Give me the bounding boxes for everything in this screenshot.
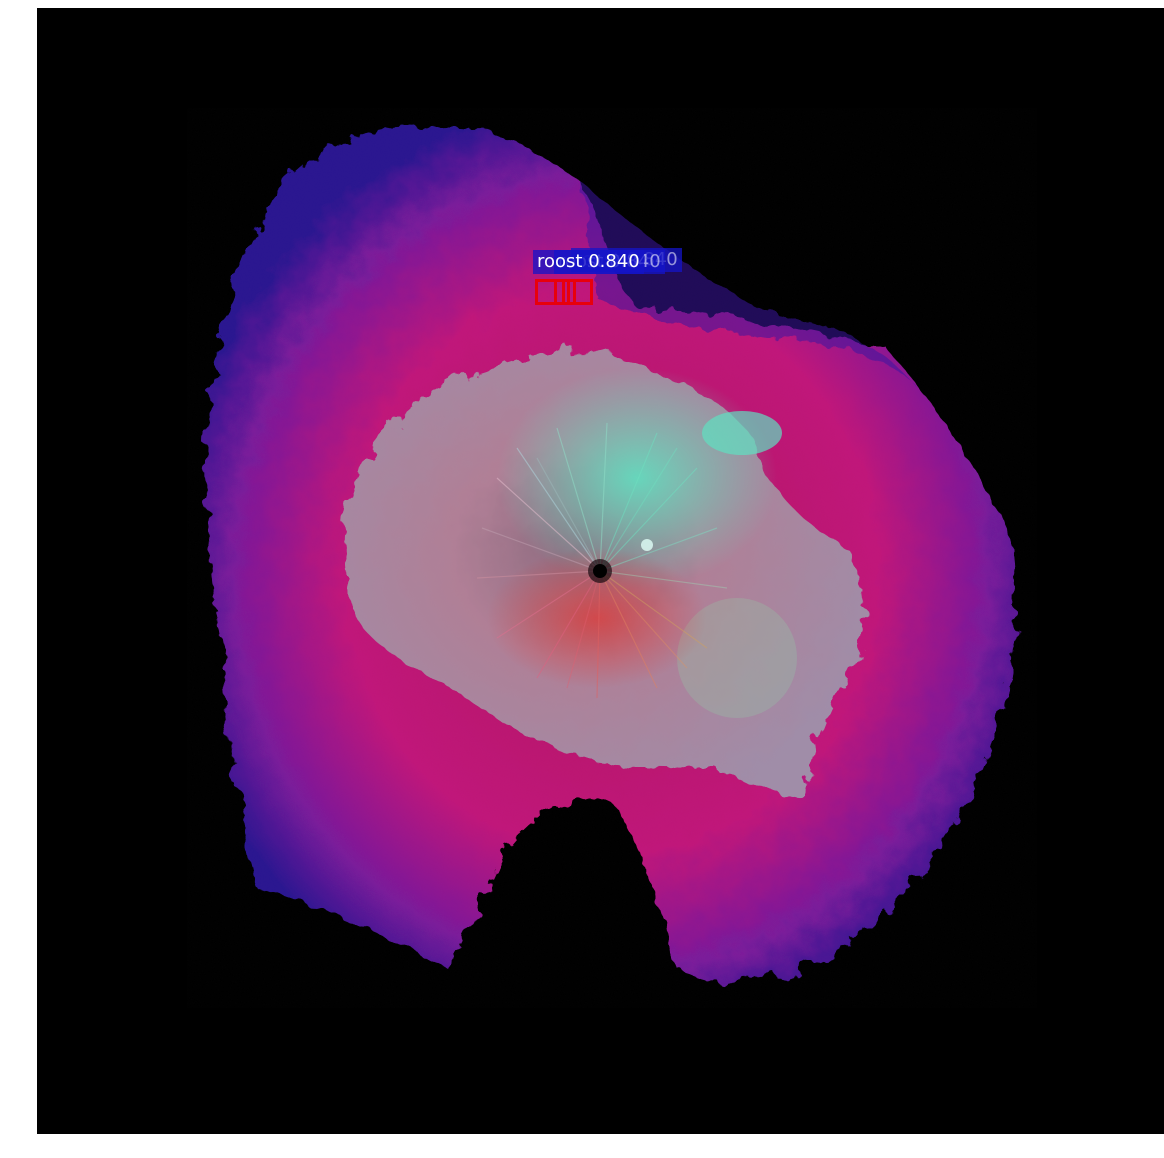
radar-image: roost 0.840 roost 0.840 roost 0.840 — [37, 8, 1164, 1134]
bright-speck — [641, 539, 653, 551]
roost-box — [535, 279, 565, 305]
roost-box — [567, 279, 593, 305]
roost-label: roost 0.840 — [533, 250, 644, 274]
radar-echo-svg — [187, 108, 1037, 1008]
roost-box — [554, 279, 576, 305]
